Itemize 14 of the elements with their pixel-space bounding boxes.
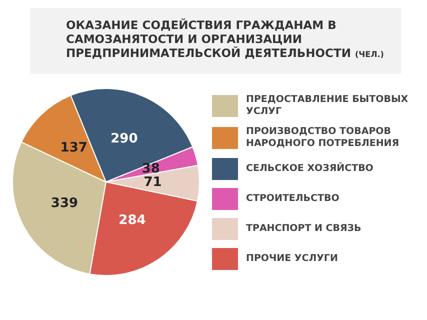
data-label: 71 (144, 174, 162, 190)
data-label: 284 (118, 213, 146, 228)
chart-title: ОКАЗАНИЕ СОДЕЙСТВИЯ ГРАЖДАНАМ В САМОЗАНЯТОСТИ И ОРГАНИЗАЦИИ ПРЕДПРИНИМАТЕЛЬСКОЙ ДЕЯТЕЛЬНОСТИ (66, 18, 351, 60)
chart-subtitle: (ЧЕЛ.) (354, 50, 384, 59)
legend-label: ПРЕДОСТАВЛЕНИЕ БЫТОВЫХ УСЛУГ (246, 94, 410, 118)
legend-label: СЕЛЬСКОЕ ХОЗЯЙСТВО (246, 163, 374, 175)
legend-label: ПРОЧИЕ УСЛУГИ (246, 253, 338, 265)
legend-label: ПРОИЗВОДСТВО ТОВАРОВ НАРОДНОГО ПОТРЕБЛЕНИЯ (246, 126, 400, 150)
data-label: 38 (142, 161, 160, 176)
legend-label: СТРОИТЕЛЬСТВО (246, 193, 340, 205)
data-label: 290 (110, 131, 138, 146)
data-label: 137 (60, 140, 88, 156)
legend-label: ТРАНСПОРТ И СВЯЗЬ (246, 223, 362, 235)
data-label: 339 (50, 196, 78, 211)
